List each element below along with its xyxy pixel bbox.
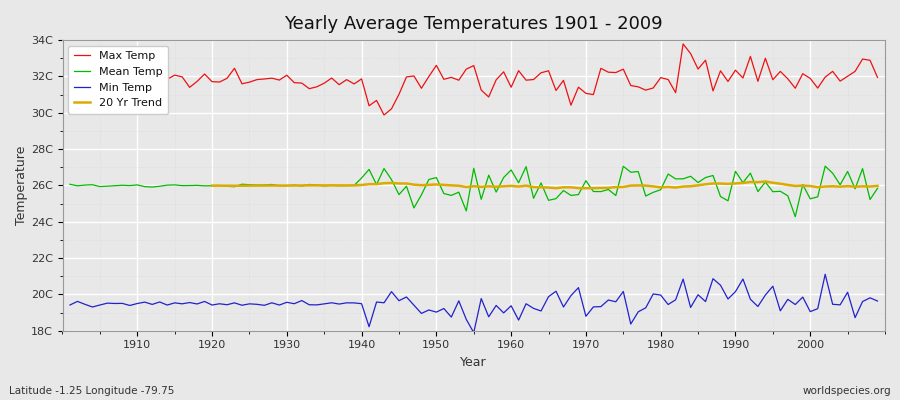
Title: Yearly Average Temperatures 1901 - 2009: Yearly Average Temperatures 1901 - 2009 bbox=[284, 15, 663, 33]
Mean Temp bbox=[820, 164, 831, 168]
Max Temp bbox=[124, 75, 135, 80]
Line: 20 Yr Trend: 20 Yr Trend bbox=[212, 182, 878, 188]
Min Temp bbox=[334, 302, 345, 306]
Max Temp bbox=[603, 70, 614, 74]
Min Temp bbox=[506, 303, 517, 308]
Text: Latitude -1.25 Longitude -79.75: Latitude -1.25 Longitude -79.75 bbox=[9, 386, 175, 396]
20 Yr Trend bbox=[872, 184, 883, 188]
20 Yr Trend bbox=[334, 183, 345, 188]
Line: Max Temp: Max Temp bbox=[70, 44, 878, 115]
Min Temp bbox=[65, 303, 76, 308]
20 Yr Trend bbox=[596, 186, 607, 190]
Min Temp bbox=[820, 272, 831, 277]
Text: worldspecies.org: worldspecies.org bbox=[803, 386, 891, 396]
Max Temp bbox=[678, 42, 688, 46]
Max Temp bbox=[379, 113, 390, 118]
Max Temp bbox=[334, 82, 345, 87]
20 Yr Trend bbox=[289, 183, 300, 188]
X-axis label: Year: Year bbox=[461, 356, 487, 369]
Y-axis label: Temperature: Temperature bbox=[15, 146, 28, 225]
Mean Temp bbox=[596, 189, 607, 194]
Min Temp bbox=[872, 299, 883, 304]
Max Temp bbox=[289, 80, 300, 85]
20 Yr Trend bbox=[499, 184, 509, 189]
Min Temp bbox=[603, 298, 614, 302]
20 Yr Trend bbox=[506, 184, 517, 188]
Line: Min Temp: Min Temp bbox=[70, 274, 878, 333]
Min Temp bbox=[289, 301, 300, 306]
Mean Temp bbox=[499, 175, 509, 180]
Mean Temp bbox=[334, 183, 345, 188]
Min Temp bbox=[468, 330, 479, 335]
Mean Temp bbox=[289, 183, 300, 188]
Mean Temp bbox=[790, 214, 801, 219]
Max Temp bbox=[513, 68, 524, 73]
Min Temp bbox=[513, 318, 524, 322]
Max Temp bbox=[506, 85, 517, 90]
Max Temp bbox=[872, 75, 883, 80]
Min Temp bbox=[124, 303, 135, 308]
Mean Temp bbox=[872, 186, 883, 191]
Max Temp bbox=[65, 78, 76, 83]
Mean Temp bbox=[65, 182, 76, 187]
Mean Temp bbox=[124, 183, 135, 188]
Line: Mean Temp: Mean Temp bbox=[70, 166, 878, 217]
Mean Temp bbox=[506, 168, 517, 172]
Legend: Max Temp, Mean Temp, Min Temp, 20 Yr Trend: Max Temp, Mean Temp, Min Temp, 20 Yr Tre… bbox=[68, 46, 168, 114]
